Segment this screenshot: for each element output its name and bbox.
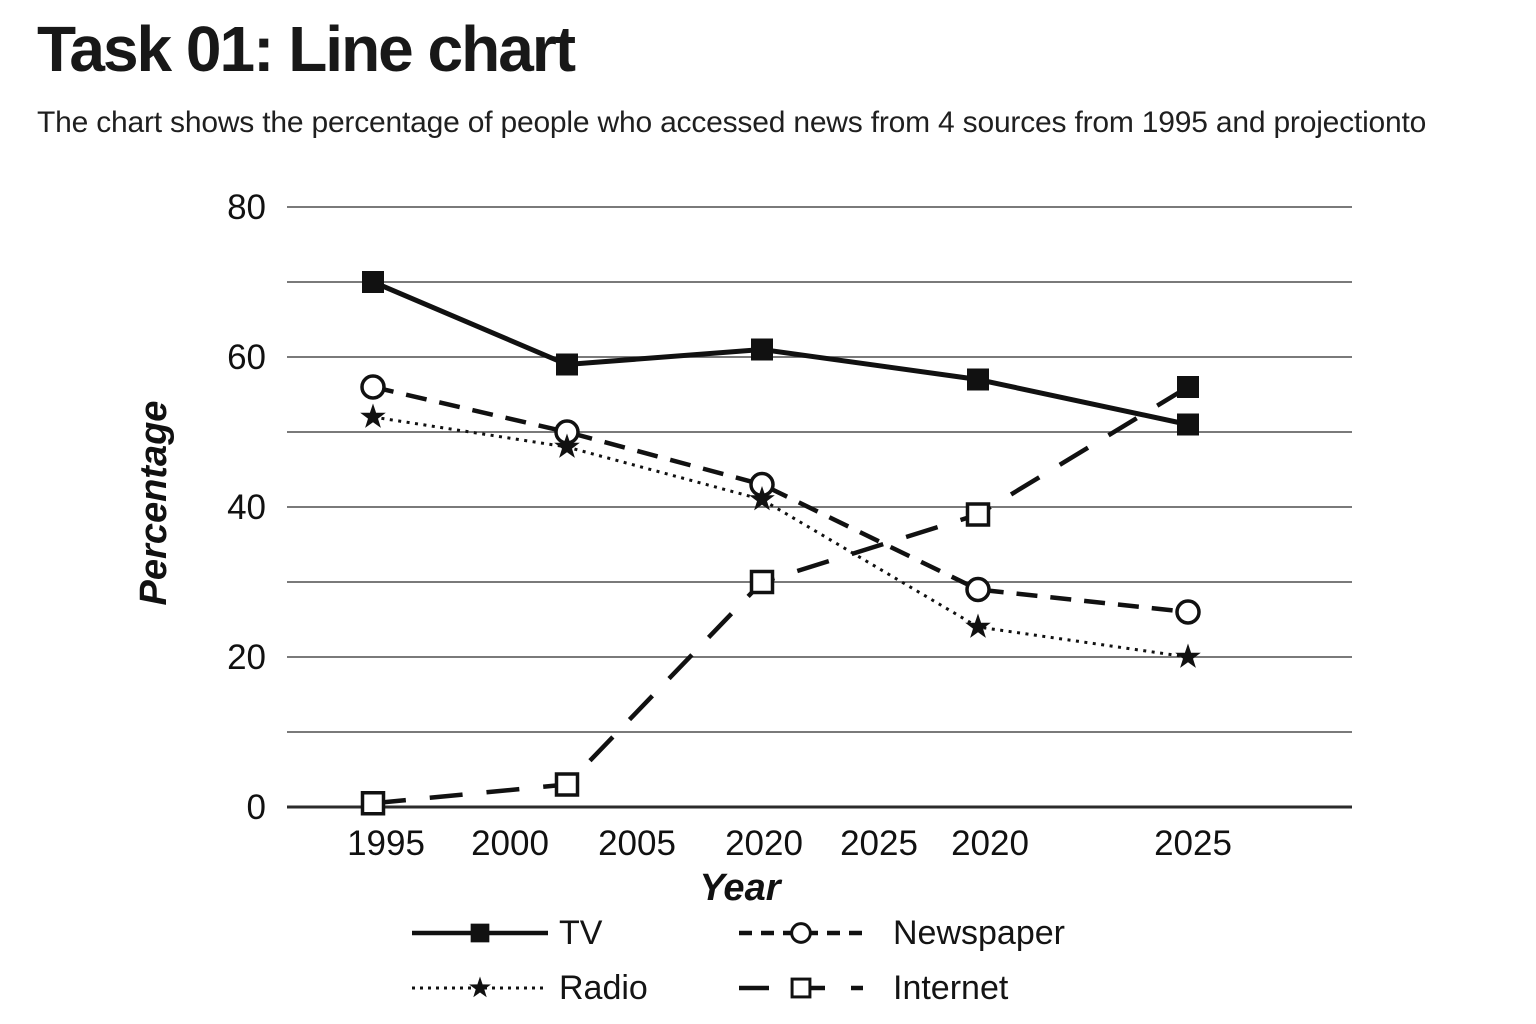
legend-swatch-internet-cell — [737, 963, 872, 1013]
legend-swatch-newspaper — [739, 922, 863, 944]
legend-label-newspaper: Newspaper — [893, 914, 1065, 952]
x-tick-label: 2020 — [725, 824, 803, 863]
tv-marker — [362, 271, 384, 293]
radio-marker — [360, 403, 386, 428]
internet-marker — [749, 569, 775, 595]
page-title: Task 01: Line chart — [37, 13, 576, 85]
internet-marker — [554, 772, 580, 797]
x-tick-label: 2000 — [471, 824, 549, 863]
newspaper-marker — [360, 374, 386, 400]
x-tick-label: 2025 — [840, 824, 918, 863]
x-tick-label: 1995 — [347, 824, 425, 863]
tv-marker — [967, 368, 989, 391]
newspaper-legend-marker — [790, 922, 812, 944]
tv-marker — [556, 353, 578, 376]
tv-marker — [751, 338, 773, 361]
radio-marker — [965, 613, 991, 638]
legend-swatch-radio-cell — [410, 963, 559, 1013]
legend-item-tv: TV — [559, 908, 737, 958]
newspaper-series-line — [372, 384, 1189, 615]
x-tick-label: 2005 — [598, 824, 676, 863]
legend-swatch-radio — [412, 976, 548, 998]
radio-marker — [749, 486, 775, 511]
tv-legend-marker — [470, 923, 490, 943]
legend-swatch-newspaper-cell — [737, 908, 872, 958]
legend-item-internet: Internet — [872, 963, 1065, 1013]
internet-marker — [965, 502, 991, 527]
x-axis-title: Year — [700, 867, 783, 909]
y-tick-label: 0 — [247, 788, 266, 827]
legend-label-tv: TV — [559, 914, 603, 952]
legend-item-radio: Radio — [559, 963, 737, 1013]
legend-label-internet: Internet — [893, 969, 1009, 1007]
page-subtitle: The chart shows the percentage of people… — [37, 106, 1427, 139]
x-tick-label: 2025 — [1154, 824, 1232, 863]
radio-legend-marker — [469, 976, 491, 998]
y-axis-title: Percentage — [133, 401, 175, 606]
legend-swatch-internet — [739, 977, 863, 999]
radio-series-line — [372, 415, 1189, 659]
internet-marker — [360, 791, 386, 816]
tv-marker — [1177, 413, 1199, 436]
radio-marker — [1175, 643, 1201, 668]
legend-swatch-tv — [412, 923, 548, 943]
y-tick-label: 20 — [227, 638, 266, 677]
internet-marker — [1177, 376, 1199, 398]
y-tick-label: 80 — [227, 188, 266, 227]
internet-legend-marker — [790, 977, 812, 999]
newspaper-marker — [1175, 599, 1201, 625]
legend-label-radio: Radio — [559, 969, 648, 1007]
tv-series-line — [372, 279, 1189, 427]
radio-marker — [554, 433, 580, 458]
newspaper-marker — [965, 576, 991, 603]
legend-swatch-tv-cell — [410, 908, 559, 958]
y-tick-label: 40 — [227, 488, 266, 527]
internet-series-line — [372, 385, 1190, 806]
chart-legend: TV Newspaper Radio Internet — [410, 908, 1065, 1013]
legend-item-newspaper: Newspaper — [872, 908, 1065, 958]
x-tick-label: 2020 — [951, 824, 1029, 863]
y-tick-label: 60 — [227, 338, 266, 377]
